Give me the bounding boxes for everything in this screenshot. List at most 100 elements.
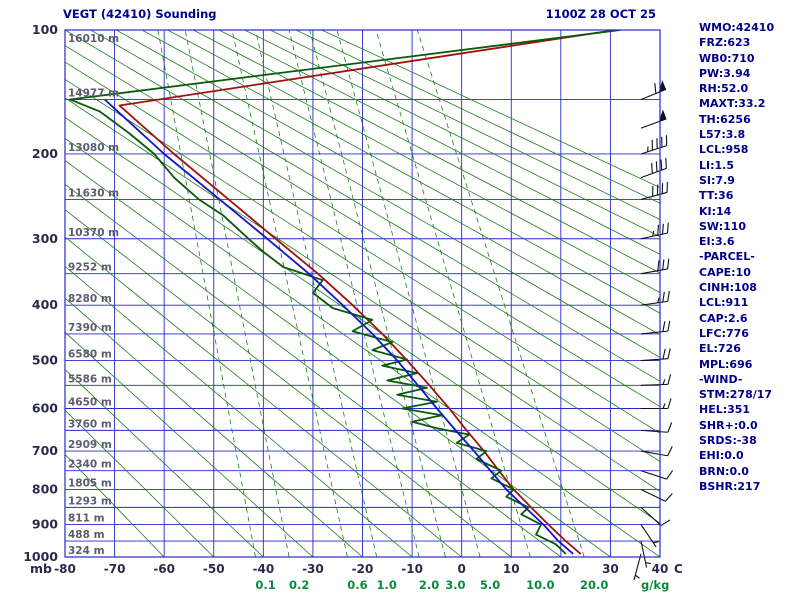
wind-barb [640, 222, 669, 240]
pressure-tick-label: 1000 [23, 549, 58, 564]
index-value: LCL:958 [699, 143, 749, 157]
temperature-trace [118, 30, 616, 555]
dry-adiabat-line [65, 30, 660, 382]
mixing-ratio-line [309, 30, 446, 557]
dry-adiabat-line [65, 45, 660, 408]
mixing-ratio-label: 1.0 [377, 578, 397, 592]
index-value: EHI:0.0 [699, 449, 744, 463]
height-label: 3760 m [68, 418, 112, 430]
dry-adiabat-line [321, 30, 660, 189]
mixing-ratio-label: 0.6 [347, 578, 367, 592]
timestamp: 1100Z 28 OCT 25 [545, 7, 656, 21]
height-label: 2340 m [68, 459, 112, 471]
index-value: MAXT:33.2 [699, 97, 766, 111]
temp-tick-label: 10 [503, 562, 520, 576]
dry-adiabat-line [65, 97, 660, 492]
dry-adiabat-line [65, 369, 264, 557]
height-label: 8280 m [68, 293, 112, 305]
index-value: BSHR:217 [699, 479, 761, 493]
wind-barb [640, 157, 667, 179]
temp-tick-label: -30 [302, 562, 324, 576]
mixing-ratio-label: 10.0 [526, 578, 554, 592]
dry-adiabat-line [244, 30, 660, 237]
page-title: VEGT (42410) Sounding [63, 7, 217, 21]
dry-adiabat-line [65, 183, 562, 557]
pressure-tick-label: 400 [32, 297, 58, 312]
wind-barb [640, 109, 667, 129]
height-label: 1293 m [68, 495, 112, 507]
index-value: SHR+:0.0 [699, 418, 758, 432]
dry-adiabat-line [116, 30, 660, 336]
temp-tick-label: 30 [602, 562, 619, 576]
mixing-ratio-lines [157, 30, 585, 557]
grid [64, 29, 661, 558]
wind-barb [640, 348, 671, 362]
height-label: 811 m [68, 513, 105, 525]
index-value: BRN:0.0 [699, 464, 749, 478]
temp-tick-label: 0 [457, 562, 465, 576]
wind-barb [640, 258, 670, 275]
index-value: RH:52.0 [699, 82, 749, 96]
dry-adiabat-line [65, 265, 413, 557]
wind-barb [640, 135, 668, 155]
index-value: STM:278/17 [699, 388, 773, 402]
index-value: CINH:108 [699, 281, 757, 295]
index-value: WMO:42410 [699, 21, 775, 34]
temp-tick-label: -70 [104, 562, 126, 576]
index-value: KI:14 [699, 204, 732, 218]
wind-barb [640, 374, 672, 386]
temp-tick-label: -10 [401, 562, 423, 576]
index-value: SRDS:-38 [699, 434, 757, 448]
mixing-ratio-label: 2.0 [419, 578, 439, 592]
height-label: 7390 m [68, 322, 112, 334]
index-value: EI:3.6 [699, 235, 735, 249]
height-label: 11630 m [68, 187, 119, 199]
index-value: SI:7.9 [699, 173, 735, 187]
index-value: PW:3.94 [699, 66, 751, 80]
mixing-ratio-label: 3.0 [445, 578, 465, 592]
dry-adiabat-line [65, 209, 512, 557]
index-value: TT:36 [699, 189, 734, 203]
dry-adiabat-line [218, 30, 660, 255]
mixing-ratio-line [416, 30, 585, 557]
height-label: 14977 m [68, 88, 119, 100]
height-label: 1805 m [68, 477, 112, 489]
height-label: 13080 m [68, 142, 119, 154]
mixing-ratio-line [288, 30, 420, 557]
height-label: 4650 m [68, 397, 112, 409]
dry-adiabat-line [65, 331, 314, 557]
index-value: LFC:776 [699, 326, 749, 340]
mixing-ratio-line [255, 30, 378, 557]
indices-panel: WMO:42410 FRZ:623 WB0:710 PW:3.94 RH:52.0 MAX… [699, 20, 799, 494]
wind-barb [640, 320, 671, 335]
mixing-ratio-label: 5.0 [480, 578, 500, 592]
index-value: CAPE:10 [699, 265, 751, 279]
plot-border [64, 29, 661, 558]
height-label: 9252 m [68, 262, 112, 274]
wind-barb [640, 524, 659, 548]
index-value: SW:110 [699, 219, 747, 233]
dry-adiabat-line [65, 453, 165, 557]
wind-barb [640, 290, 670, 306]
pressure-tick-label: 800 [32, 481, 58, 496]
mixing-ratio-label: 0.1 [255, 578, 275, 592]
height-label: 10370 m [68, 227, 119, 239]
pressure-tick-label: 700 [32, 443, 58, 458]
wind-barbs [633, 80, 674, 581]
temp-tick-label: -80 [54, 562, 76, 576]
mixing-ratio-label: 0.2 [289, 578, 309, 592]
pressure-tick-label: 300 [32, 231, 58, 246]
index-value: FRZ:623 [699, 36, 751, 50]
mixing-ratio-line [336, 30, 481, 557]
pressure-tick-label: 200 [32, 146, 58, 161]
temp-tick-label: -50 [203, 562, 225, 576]
mixing-ratio-line [375, 30, 531, 557]
dry-adiabat-line [270, 30, 660, 220]
pressure-tick-label: 500 [32, 353, 58, 368]
mixing-ratio-label: 20.0 [580, 578, 608, 592]
index-value: EL:726 [699, 342, 741, 356]
dewpoint-trace [69, 30, 621, 555]
height-label: 5586 m [68, 373, 112, 385]
index-value: HEL:351 [699, 403, 751, 417]
